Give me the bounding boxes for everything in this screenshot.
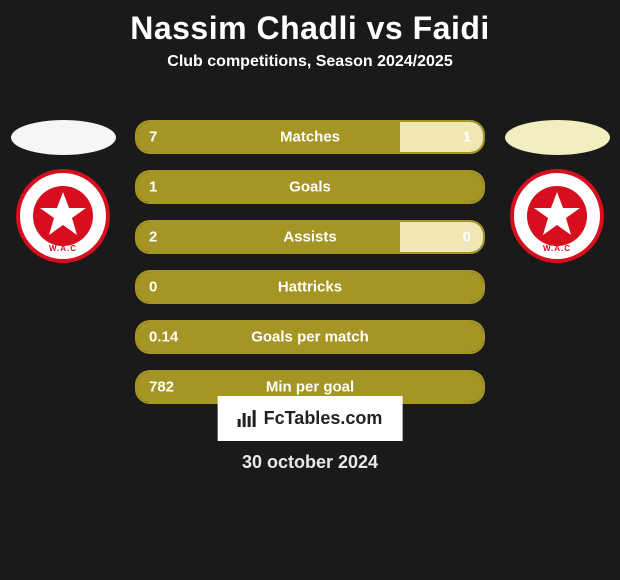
stat-segment-right [400, 222, 483, 252]
star-icon [33, 186, 93, 246]
stat-row: 1Goals [135, 170, 485, 204]
stat-segment-left [137, 272, 483, 302]
player-right-silhouette [505, 120, 610, 155]
stat-row: 20Assists [135, 220, 485, 254]
footer-date: 30 october 2024 [0, 452, 620, 473]
title-player-right: Faidi [413, 10, 490, 46]
page-title: Nassim Chadli vs Faidi [0, 0, 620, 47]
club-crest-right: W.A.C [510, 169, 604, 263]
brand-badge: FcTables.com [218, 396, 403, 441]
stat-segment-left [137, 222, 400, 252]
title-vs: vs [357, 10, 412, 46]
player-right-column: W.A.C [502, 120, 612, 263]
club-crest-left-inner [33, 186, 93, 246]
club-crest-right-label: W.A.C [514, 244, 600, 253]
chart-icon [238, 410, 256, 427]
club-crest-right-inner [527, 186, 587, 246]
club-crest-left: W.A.C [16, 169, 110, 263]
player-left-column: W.A.C [8, 120, 118, 263]
star-icon [527, 186, 587, 246]
stats-panel: 71Matches 1Goals 20Assists 0Hattricks 0.14Go… [135, 120, 485, 420]
stat-row: 0Hattricks [135, 270, 485, 304]
stat-row: 0.14Goals per match [135, 320, 485, 354]
title-player-left: Nassim Chadli [130, 10, 357, 46]
brand-text: FcTables.com [264, 408, 383, 429]
comparison-card: Nassim Chadli vs Faidi Club competitions… [0, 0, 620, 580]
stat-segment-right [400, 122, 483, 152]
player-left-silhouette [11, 120, 116, 155]
stat-segment-left [137, 172, 483, 202]
stat-row: 71Matches [135, 120, 485, 154]
subtitle: Club competitions, Season 2024/2025 [0, 53, 620, 71]
stat-segment-left [137, 322, 483, 352]
stat-segment-left [137, 122, 400, 152]
club-crest-left-label: W.A.C [20, 244, 106, 253]
